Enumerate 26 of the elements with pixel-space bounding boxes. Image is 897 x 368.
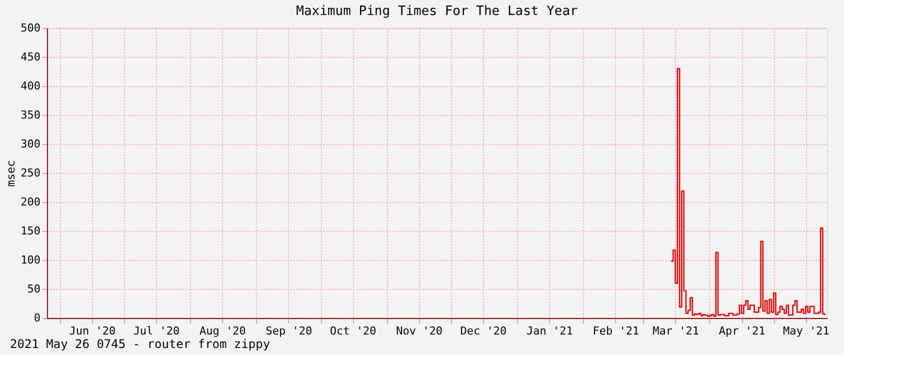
x-tick-label: Jun '20	[69, 324, 116, 338]
x-tick-label: Dec '20	[460, 324, 507, 338]
y-tick-label: 200	[20, 196, 40, 208]
y-tick-label: 100	[20, 254, 40, 266]
y-tick-label: 50	[27, 282, 40, 296]
y-axis-title: msec	[4, 160, 18, 187]
x-tick-label: Feb '21	[592, 324, 640, 338]
x-tick-label: Apr '21	[718, 324, 766, 338]
y-tick-label: 0	[34, 312, 40, 324]
y-tick-label: 400	[20, 80, 40, 92]
y-tick-label: 300	[20, 138, 40, 150]
x-tick-label: Sep '20	[266, 324, 312, 338]
text: 2021 May 26 0745 - router from zippy	[10, 337, 270, 351]
x-tick-label: Mar '21	[652, 324, 699, 338]
y-tick-label: 350	[20, 108, 40, 122]
y-tick-label: 250	[20, 166, 40, 180]
x-tick-label: Jan '21	[526, 324, 573, 338]
y-tick-label: 500	[20, 22, 40, 34]
x-tick-label: Nov '20	[396, 324, 443, 338]
x-tick-label: Oct '20	[330, 324, 376, 338]
y-tick-label: 450	[20, 50, 40, 64]
x-tick-label: May '21	[782, 324, 830, 338]
chart-title: Maximum Ping Times For The Last Year	[296, 4, 578, 19]
x-tick-label: Aug '20	[200, 324, 246, 338]
y-tick-label: 150	[20, 224, 40, 238]
x-tick-label: Jul '20	[133, 324, 180, 338]
